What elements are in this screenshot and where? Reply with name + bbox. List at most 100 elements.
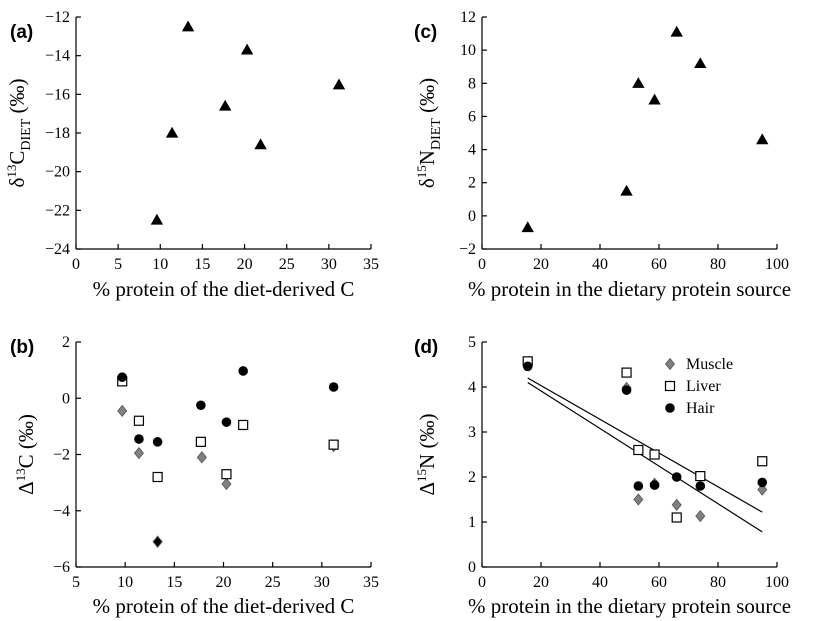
muscle-diamond-point xyxy=(757,483,768,496)
triangle-point xyxy=(670,25,683,37)
x-tick-label: 100 xyxy=(765,256,789,273)
legend-marker-liver xyxy=(664,380,676,392)
y-tick-label: −4 xyxy=(53,503,70,520)
y-tick-label: 0 xyxy=(468,559,476,576)
diamond-point xyxy=(117,404,128,418)
circle-point xyxy=(152,437,163,447)
x-tick-label: 80 xyxy=(710,574,726,591)
liver-square-point xyxy=(757,456,768,467)
square-point xyxy=(328,439,339,450)
y-tick-label: 2 xyxy=(468,175,476,192)
x-tick-label: 60 xyxy=(651,256,667,273)
square-point xyxy=(238,419,249,431)
y-tick-label: 0 xyxy=(62,390,70,407)
trendline xyxy=(527,377,763,513)
x-tick-label: 20 xyxy=(533,256,549,273)
triangle-point xyxy=(632,77,645,88)
hair-circle-point xyxy=(695,481,706,491)
x-tick-label: 40 xyxy=(592,574,608,591)
circle-point xyxy=(238,366,248,376)
square-point xyxy=(195,436,206,447)
outlier-point xyxy=(152,535,163,548)
y-tick-label: 8 xyxy=(468,75,476,92)
liver-square-point xyxy=(621,367,632,378)
x-tick-label: 0 xyxy=(478,256,486,273)
y-tick-label: −12 xyxy=(45,9,70,26)
x-tick-label: 20 xyxy=(237,256,253,273)
square-point xyxy=(152,471,163,483)
y-tick-label: −6 xyxy=(53,559,70,576)
trendline xyxy=(527,381,763,533)
y-tick-label: 3 xyxy=(468,424,476,441)
x-tick-label: 5 xyxy=(114,256,122,273)
triangle-point xyxy=(648,93,661,105)
y-axis-label: Δ13C (‰) xyxy=(13,414,38,495)
y-tick-label: 2 xyxy=(62,334,70,351)
y-tick-label: −16 xyxy=(45,86,70,103)
liver-square-point xyxy=(695,471,706,482)
liver-square-point xyxy=(633,444,644,456)
x-tick-label: 20 xyxy=(216,574,232,591)
hair-circle-point xyxy=(522,361,533,372)
triangle-point xyxy=(521,221,534,233)
y-tick-label: 2 xyxy=(468,469,476,486)
x-tick-label: 5 xyxy=(72,574,80,591)
x-tick-label: 10 xyxy=(152,256,168,273)
x-tick-label: 10 xyxy=(117,574,133,591)
y-tick-label: −18 xyxy=(45,125,70,142)
triangle-point xyxy=(165,126,179,138)
diamond-point xyxy=(196,451,207,464)
x-tick-label: 15 xyxy=(166,574,182,591)
muscle-diamond-point xyxy=(671,498,682,512)
panel-letter: (b) xyxy=(10,337,34,358)
square-point xyxy=(133,415,145,426)
x-axis-label: % protein of the diet-derived C xyxy=(93,594,355,618)
y-tick-label: −2 xyxy=(459,241,476,258)
panel-letter: (a) xyxy=(10,22,33,43)
x-tick-label: 60 xyxy=(651,574,667,591)
y-tick-label: −2 xyxy=(53,447,70,464)
x-tick-label: 20 xyxy=(533,574,549,591)
triangle-point xyxy=(150,213,164,225)
legend-marker-hair xyxy=(665,403,675,413)
panel-letter: (d) xyxy=(414,337,438,358)
x-tick-label: 80 xyxy=(710,256,726,273)
hair-circle-point xyxy=(649,480,660,490)
y-tick-label: 5 xyxy=(468,334,476,351)
triangle-point xyxy=(218,99,232,111)
y-tick-label: −22 xyxy=(45,202,70,219)
circle-point xyxy=(196,400,206,411)
x-tick-label: 40 xyxy=(592,256,608,273)
circle-point xyxy=(328,382,339,392)
y-tick-label: 10 xyxy=(460,42,476,59)
x-tick-label: 30 xyxy=(314,574,330,591)
legend-marker-muscle xyxy=(664,357,676,371)
x-tick-label: 100 xyxy=(765,574,789,591)
y-tick-label: −20 xyxy=(45,164,70,181)
x-tick-label: 35 xyxy=(363,256,379,273)
circle-point xyxy=(134,434,144,444)
x-axis-label: % protein in the dietary protein source xyxy=(468,277,791,301)
panel-a: 0 5 10 15 20 25 30 35 −24 −22 −20 −18 −16 −14 −12 (a) % … xyxy=(4,9,379,301)
y-tick-label: −24 xyxy=(45,241,70,258)
x-axis-label: % protein in the dietary protein source xyxy=(468,594,791,618)
diamond-point xyxy=(133,446,144,460)
y-axis-label: δ15NDIET (‰) xyxy=(414,78,444,188)
y-tick-label: −14 xyxy=(45,48,70,65)
hair-circle-point xyxy=(671,472,682,482)
y-tick-label: 12 xyxy=(460,9,476,26)
triangle-point xyxy=(240,43,254,55)
circle-point xyxy=(117,372,128,382)
circle-point xyxy=(221,417,232,427)
y-tick-label: 0 xyxy=(468,208,476,225)
y-tick-label: 1 xyxy=(468,514,476,531)
panel-b: 5 10 15 20 25 30 35 −6 −4 −2 0 2 (b) % protein of the… xyxy=(10,334,379,618)
triangle-point xyxy=(254,138,267,150)
muscle-diamond-point xyxy=(633,493,644,506)
panel-d: 0 20 40 60 80 100 0 1 2 3 4 5 (d) % protein in the di… xyxy=(414,334,791,618)
x-tick-label: 0 xyxy=(478,574,486,591)
diamond-point xyxy=(221,477,232,491)
y-tick-label: 4 xyxy=(468,142,476,159)
legend-label-hair: Hair xyxy=(686,400,715,417)
